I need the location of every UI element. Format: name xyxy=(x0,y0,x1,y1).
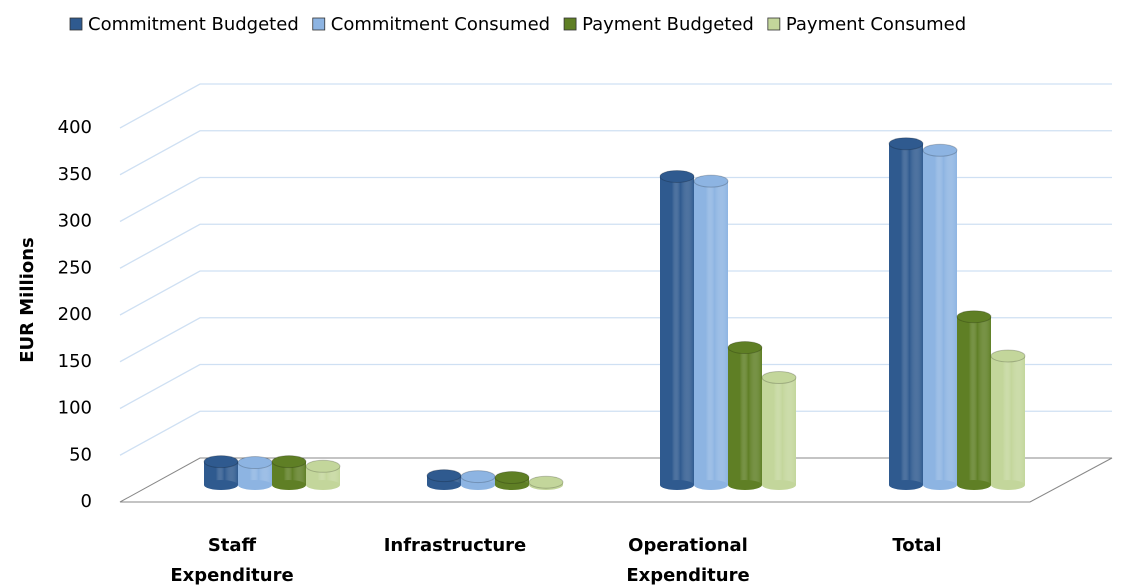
x-tick-label: Total xyxy=(892,535,942,556)
bar-bottom xyxy=(427,480,461,490)
bar-shade xyxy=(694,181,728,485)
floor xyxy=(119,457,1113,503)
grid-line xyxy=(119,223,1112,269)
legend-label: Payment Consumed xyxy=(786,14,966,35)
legend-swatch xyxy=(767,17,781,31)
bar-top xyxy=(727,341,763,355)
bar-top xyxy=(305,459,341,473)
bar-bottom xyxy=(204,480,238,490)
y-tick-label: 100 xyxy=(58,398,92,419)
bar-bottom xyxy=(660,480,694,490)
bar-top xyxy=(922,143,958,157)
bar-bottom xyxy=(238,480,272,490)
y-tick-label: 400 xyxy=(58,117,92,138)
bar-bottom xyxy=(923,480,957,490)
bar-top xyxy=(693,174,729,188)
bar-top xyxy=(203,455,239,469)
bar-shade xyxy=(957,316,991,485)
bar-shade xyxy=(991,355,1025,485)
bar-bottom xyxy=(762,480,796,490)
legend-swatch xyxy=(69,17,83,31)
y-tick-label: 350 xyxy=(58,164,92,185)
bar-shade xyxy=(762,377,796,485)
y-tick-label: 0 xyxy=(81,491,92,512)
bar-top xyxy=(659,169,695,183)
bar-shade xyxy=(728,347,762,485)
y-axis-label: EUR Millions xyxy=(17,237,38,363)
bar-shade xyxy=(238,462,272,485)
bar-bottom xyxy=(272,480,306,490)
bar-bottom xyxy=(889,480,923,490)
bar-bottom xyxy=(694,480,728,490)
grid-line xyxy=(119,363,1112,410)
x-tick-label: Operational Expenditure xyxy=(626,535,750,586)
bar-bottom xyxy=(991,480,1025,490)
bar-shade xyxy=(923,150,957,485)
bar-bottom xyxy=(306,480,340,490)
grid-line xyxy=(119,410,1112,456)
x-tick-label: Infrastructure xyxy=(383,535,527,556)
y-tick-label: 250 xyxy=(58,257,92,278)
bar-shade xyxy=(660,176,694,485)
bar-top xyxy=(956,310,992,324)
grid-line xyxy=(119,270,1112,316)
legend-swatch xyxy=(312,17,326,31)
y-tick-label: 200 xyxy=(58,304,92,325)
grid-line xyxy=(119,317,1112,363)
y-tick-label: 50 xyxy=(69,444,92,465)
bar-bottom xyxy=(957,480,991,490)
grid-line xyxy=(119,130,1112,176)
bar-shade xyxy=(889,143,923,485)
bar-top xyxy=(271,455,307,469)
y-tick-label: 300 xyxy=(58,211,92,232)
bar-top xyxy=(761,370,797,384)
legend-label: Commitment Consumed xyxy=(331,14,550,35)
x-tick-label: Staff Expenditure xyxy=(170,535,294,586)
bar-shade xyxy=(272,461,306,485)
bar-top xyxy=(528,475,564,489)
y-tick-label: 150 xyxy=(58,351,92,372)
grid-line xyxy=(119,83,1112,129)
bar-top xyxy=(237,456,273,470)
bar-shade xyxy=(204,461,238,485)
bar-top xyxy=(990,349,1026,363)
bar-bottom xyxy=(461,480,495,490)
legend-label: Payment Budgeted xyxy=(582,14,754,35)
bar-top xyxy=(494,471,530,485)
legend-label: Commitment Budgeted xyxy=(88,14,299,35)
bar-top xyxy=(426,469,462,483)
legend-swatch xyxy=(563,17,577,31)
bar-top xyxy=(888,137,924,151)
bar-top xyxy=(460,470,496,484)
grid-line xyxy=(119,176,1112,223)
bar-bottom xyxy=(728,480,762,490)
